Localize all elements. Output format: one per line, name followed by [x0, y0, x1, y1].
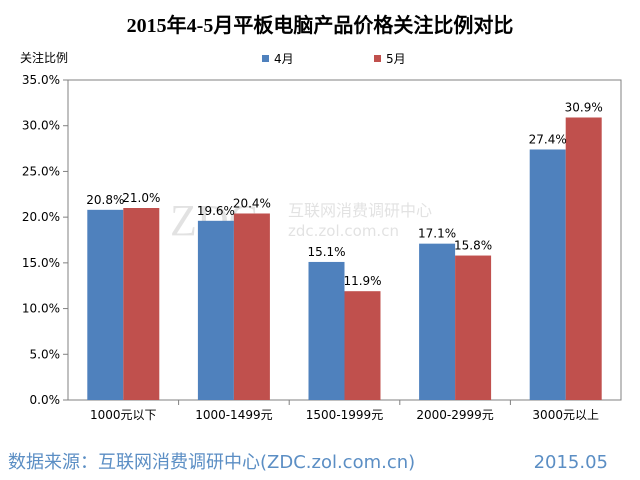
- watermark-line1: 互联网消费调研中心: [288, 201, 432, 220]
- y-axis: 0.0% 5.0% 10.0% 15.0% 20.0% 25.0% 30.0% 35.0%: [22, 73, 68, 407]
- data-label: 15.1%: [307, 245, 345, 259]
- y-tick-label: 30.0%: [22, 119, 60, 133]
- y-tick-label: 5.0%: [30, 347, 61, 361]
- data-labels: 20.8% 19.6% 15.1% 17.1% 27.4% 21.0% 20.4% 11.9%…: [86, 100, 603, 288]
- legend-label-april: 4月: [274, 52, 294, 66]
- legend: 4月 5月: [262, 52, 406, 66]
- data-source-note: 数据来源：互联网消费调研中心(ZDC.zol.com.cn): [8, 452, 416, 473]
- bar-may: [344, 291, 381, 400]
- legend-label-may: 5月: [386, 52, 406, 66]
- report-date: 2015.05: [533, 452, 608, 473]
- bar-may: [455, 255, 492, 400]
- x-tick-label: 2000-2999元: [416, 408, 493, 422]
- data-label: 11.9%: [343, 274, 381, 288]
- data-label: 15.8%: [454, 239, 492, 253]
- y-axis-title: 关注比例: [20, 50, 68, 65]
- watermark-line2: zdc.zol.com.cn: [288, 222, 399, 240]
- data-label: 20.8%: [86, 193, 124, 207]
- y-tick-label: 0.0%: [30, 393, 61, 407]
- y-tick-label: 15.0%: [22, 256, 60, 270]
- x-tick-label: 3000元以上: [532, 408, 599, 422]
- bar-april: [308, 261, 345, 400]
- data-label: 21.0%: [122, 191, 160, 205]
- data-label: 30.9%: [565, 100, 603, 114]
- data-label: 20.4%: [233, 196, 271, 210]
- x-tick-label: 1000元以下: [90, 408, 157, 422]
- x-axis: 1000元以下 1000-1499元 1500-1999元 2000-2999元 300…: [90, 400, 599, 422]
- bar-april: [197, 220, 234, 400]
- data-label: 19.6%: [197, 204, 235, 218]
- y-tick-label: 10.0%: [22, 302, 60, 316]
- chart-title: 2015年4-5月平板电脑产品价格关注比例对比: [127, 13, 514, 37]
- bar-april: [419, 243, 456, 400]
- bars: [87, 117, 602, 400]
- bar-may: [565, 117, 602, 400]
- legend-swatch-april: [262, 55, 269, 62]
- footer: 数据来源：互联网消费调研中心(ZDC.zol.com.cn) 2015.05: [0, 446, 640, 480]
- bar-may: [233, 213, 270, 400]
- data-label: 17.1%: [418, 227, 456, 241]
- data-label: 27.4%: [529, 132, 567, 146]
- bar-chart: 2015年4-5月平板电脑产品价格关注比例对比 关注比例 4月 5月 ZDC 互联…: [20, 13, 622, 422]
- bar-may: [123, 208, 160, 400]
- bar-april: [87, 209, 124, 400]
- y-tick-label: 20.0%: [22, 210, 60, 224]
- x-tick-label: 1500-1999元: [306, 408, 383, 422]
- bar-april: [529, 149, 566, 400]
- y-tick-label: 25.0%: [22, 164, 60, 178]
- x-tick-label: 1000-1499元: [195, 408, 272, 422]
- y-tick-label: 35.0%: [22, 73, 60, 87]
- legend-swatch-may: [374, 55, 381, 62]
